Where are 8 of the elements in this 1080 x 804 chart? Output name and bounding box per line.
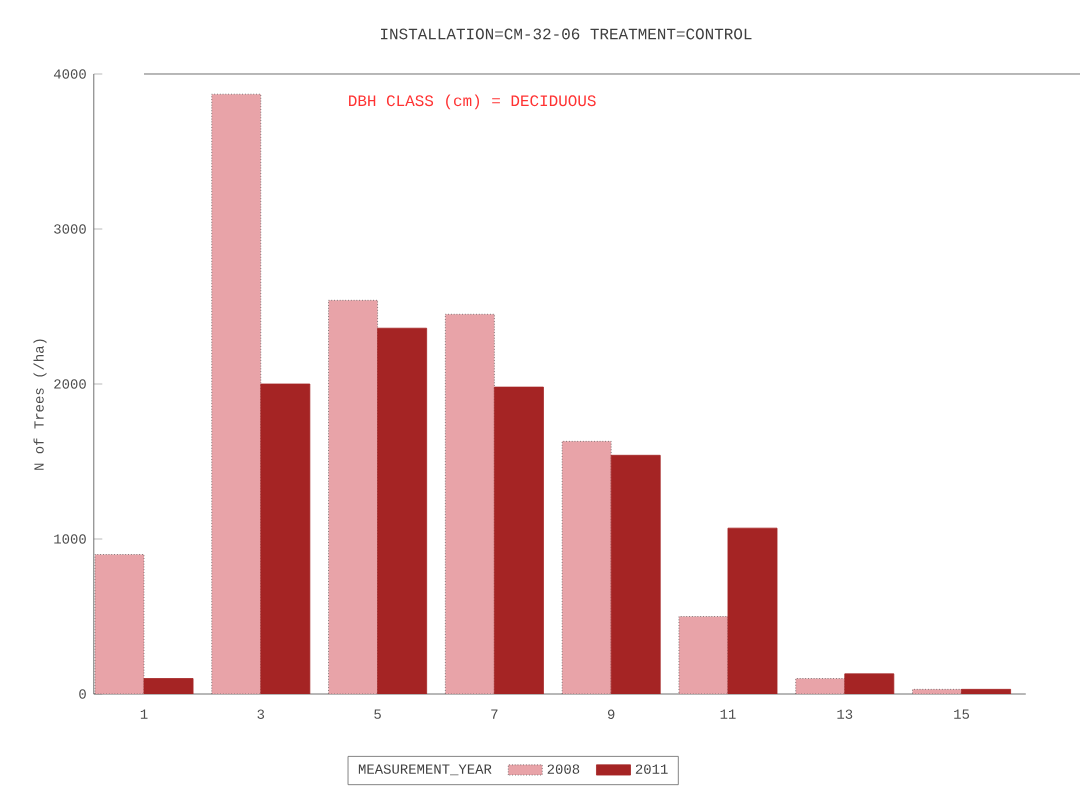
bar [561,440,612,694]
bar [444,313,495,694]
bar [211,93,262,694]
bar [678,616,729,694]
bar [94,554,145,694]
bar [912,688,962,694]
bar [328,299,378,694]
bar [795,678,845,694]
